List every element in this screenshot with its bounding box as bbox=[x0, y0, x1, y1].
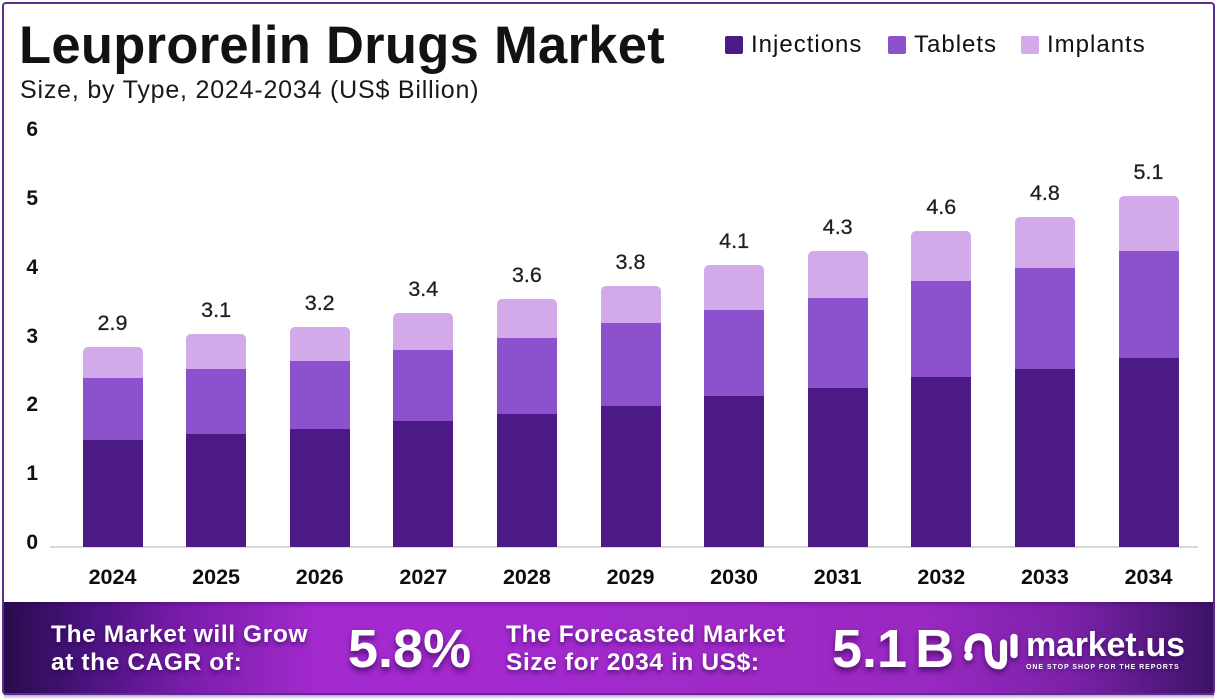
legend-label: Injections bbox=[751, 31, 863, 58]
x-axis-label-2031: 2031 bbox=[813, 565, 862, 589]
bar-2029-tablets[interactable] bbox=[600, 323, 661, 406]
x-axis-label-2029: 2029 bbox=[606, 565, 655, 589]
y-axis-tick-4: 4 bbox=[26, 255, 38, 279]
page-subtitle: Size, by Type, 2024-2034 (US$ Billion) bbox=[20, 76, 480, 104]
x-axis-label-2028: 2028 bbox=[502, 565, 551, 589]
bar-total-label-2029: 3.8 bbox=[615, 249, 646, 274]
bar-2032-implants[interactable] bbox=[911, 230, 972, 282]
market-us-logo-text: market.us bbox=[1026, 626, 1185, 664]
bar-total-label-2024: 2.9 bbox=[97, 311, 128, 336]
market-us-logo-tagline: ONE STOP SHOP FOR THE REPORTS bbox=[1026, 664, 1180, 671]
bar-2031-implants[interactable] bbox=[807, 251, 868, 298]
legend-item-tablets: Tablets bbox=[888, 31, 998, 58]
x-axis-label-2024: 2024 bbox=[88, 565, 137, 589]
bar-2029-injections[interactable] bbox=[600, 405, 661, 547]
bar-2032-tablets[interactable] bbox=[911, 281, 972, 378]
bar-2025-injections[interactable] bbox=[186, 434, 247, 547]
bar-total-label-2025: 3.1 bbox=[201, 297, 232, 322]
x-axis-label-2032: 2032 bbox=[917, 565, 966, 589]
cagr-value: 5.8% bbox=[348, 618, 472, 679]
cagr-stat-label: The Market will Grow at the CAGR of: bbox=[51, 602, 308, 695]
y-axis-tick-6: 6 bbox=[26, 118, 38, 142]
bar-2028-tablets[interactable] bbox=[496, 337, 557, 414]
bar-total-label-2033: 4.8 bbox=[1029, 180, 1060, 205]
legend-swatch-implants bbox=[1021, 36, 1039, 54]
legend-label: Tablets bbox=[914, 31, 998, 58]
bar-2030-injections[interactable] bbox=[704, 395, 765, 547]
y-axis-tick-3: 3 bbox=[26, 324, 38, 348]
bar-total-label-2027: 3.4 bbox=[408, 277, 439, 302]
bar-total-label-2032: 4.6 bbox=[926, 194, 957, 219]
bar-2027-tablets[interactable] bbox=[393, 349, 454, 422]
y-axis-tick-5: 5 bbox=[26, 187, 38, 210]
bar-2033-tablets[interactable] bbox=[1014, 268, 1075, 370]
cagr-stat-value: 5.8% bbox=[348, 602, 471, 695]
bar-2025-implants[interactable] bbox=[186, 333, 247, 369]
bar-total-label-2031: 4.3 bbox=[822, 215, 853, 240]
bar-total-label-2026: 3.2 bbox=[304, 290, 335, 315]
bar-total-label-2034: 5.1 bbox=[1133, 160, 1164, 185]
bar-2034-tablets[interactable] bbox=[1118, 251, 1179, 359]
brand-logo[interactable]: market.us ONE STOP SHOP FOR THE REPORTS bbox=[961, 602, 1185, 695]
page-title: Leuprorelin Drugs Market bbox=[19, 16, 666, 75]
bar-2028-implants[interactable] bbox=[496, 299, 557, 338]
bar-2024-tablets[interactable] bbox=[82, 378, 143, 441]
x-axis-label-2026: 2026 bbox=[295, 565, 344, 589]
bar-2024-injections[interactable] bbox=[82, 440, 143, 547]
cagr-label-line2: at the CAGR of: bbox=[51, 648, 243, 676]
bar-2032-injections[interactable] bbox=[911, 377, 972, 547]
legend-item-implants: Implants bbox=[1021, 31, 1146, 58]
y-axis-tick-1: 1 bbox=[26, 462, 38, 486]
y-axis-tick-2: 2 bbox=[26, 393, 38, 417]
footer-bottom-fade bbox=[4, 695, 1214, 699]
bar-2028-injections[interactable] bbox=[496, 413, 557, 547]
forecast-label-line2: Size for 2034 in US$: bbox=[506, 648, 760, 676]
bar-2026-tablets[interactable] bbox=[289, 361, 350, 429]
bar-2034-implants[interactable] bbox=[1118, 196, 1179, 252]
forecast-label-line1: The Forecasted Market bbox=[506, 621, 786, 648]
x-axis-label-2025: 2025 bbox=[192, 565, 241, 589]
bar-2030-tablets[interactable] bbox=[704, 310, 765, 396]
forecast-stat-value: 5.1 B bbox=[832, 602, 954, 695]
bar-2026-injections[interactable] bbox=[289, 428, 350, 547]
forecast-value: 5.1 B bbox=[832, 618, 955, 679]
bar-2034-injections[interactable] bbox=[1118, 358, 1179, 547]
y-axis-tick-0: 0 bbox=[26, 531, 38, 554]
legend-label: Implants bbox=[1047, 31, 1146, 58]
bar-2033-implants[interactable] bbox=[1014, 216, 1075, 269]
bar-2033-injections[interactable] bbox=[1014, 369, 1075, 547]
x-axis-label-2034: 2034 bbox=[1124, 565, 1173, 589]
bar-2025-tablets[interactable] bbox=[186, 368, 247, 435]
bar-2026-implants[interactable] bbox=[289, 326, 350, 362]
cagr-label-line1: The Market will Grow bbox=[51, 621, 309, 648]
bar-total-label-2028: 3.6 bbox=[511, 263, 542, 288]
x-axis-label-2027: 2027 bbox=[399, 565, 448, 589]
footer-banner: The Market will Grow at the CAGR of: 5.8… bbox=[4, 602, 1214, 695]
legend-swatch-injections bbox=[725, 36, 743, 54]
bar-2029-implants[interactable] bbox=[600, 285, 661, 324]
bar-2027-injections[interactable] bbox=[393, 421, 454, 547]
legend-swatch-tablets bbox=[888, 36, 906, 54]
bar-2027-implants[interactable] bbox=[393, 313, 454, 350]
bar-2030-implants[interactable] bbox=[704, 264, 765, 311]
x-axis-label-2033: 2033 bbox=[1020, 565, 1069, 589]
legend-item-injections: Injections bbox=[725, 31, 863, 58]
bar-total-label-2030: 4.1 bbox=[719, 228, 750, 253]
market-us-logo-icon bbox=[964, 632, 1018, 669]
bar-2024-implants[interactable] bbox=[82, 347, 143, 379]
forecast-stat-label: The Forecasted Market Size for 2034 in U… bbox=[506, 602, 785, 695]
bar-2031-tablets[interactable] bbox=[807, 297, 868, 389]
bar-2031-injections[interactable] bbox=[807, 388, 868, 547]
x-axis-label-2030: 2030 bbox=[710, 565, 759, 589]
